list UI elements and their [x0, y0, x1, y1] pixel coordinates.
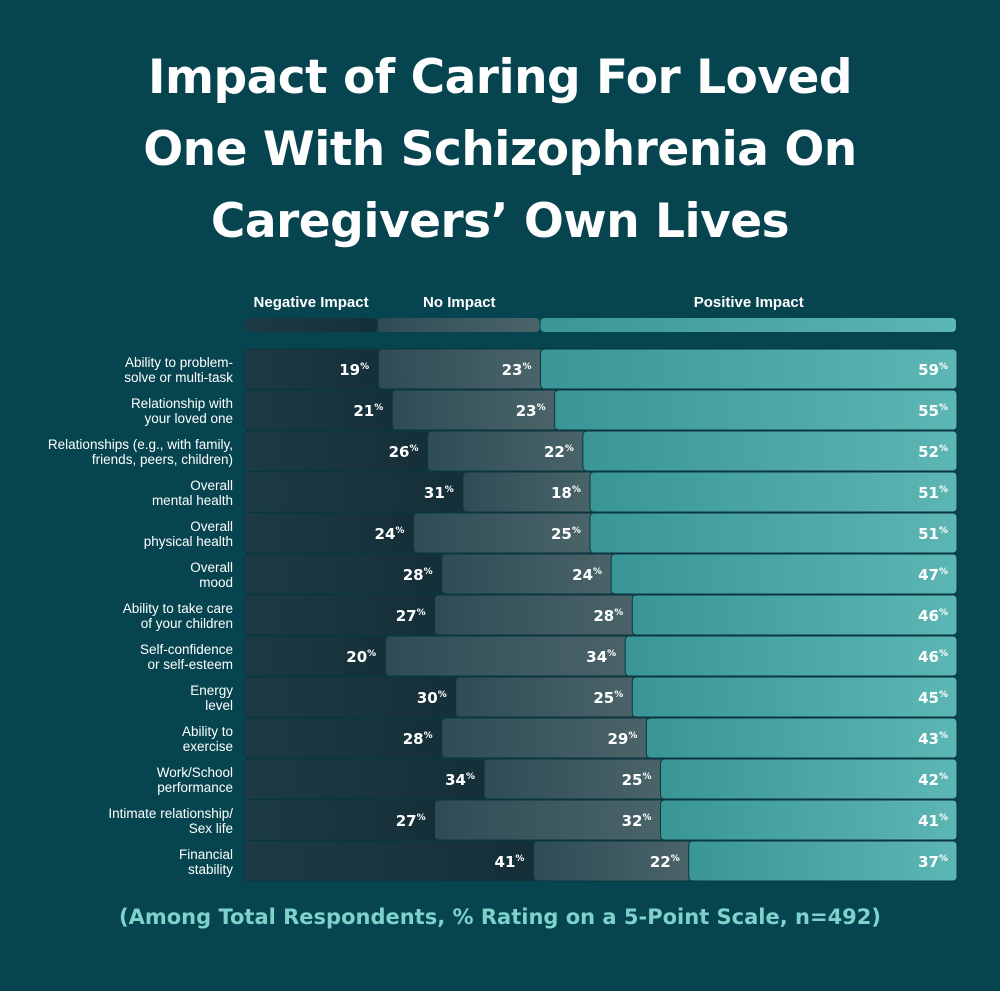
bars: 19% 23% 59%21% 23% 55%26% 22% 52%31% 18% 51%24% 2… — [243, 348, 958, 882]
bar-positive-impact — [645, 717, 958, 759]
bar-positive-impact — [554, 389, 958, 431]
category-labels: Ability to problem-solve or multi-task Re… — [48, 355, 233, 877]
bar-positive-impact — [688, 840, 958, 882]
legend: Negative Impact No Impact Positive Impact — [244, 294, 956, 332]
legend-label-negative-impact: Negative Impact — [254, 294, 369, 311]
bar-negative-impact — [243, 840, 538, 882]
bar-positive-impact — [589, 471, 958, 513]
legend-swatch-no-impact — [378, 318, 540, 332]
title-line-3: Caregivers’ Own Lives — [210, 194, 790, 249]
title-line-2: One With Schizophrenia On — [143, 122, 857, 177]
category-label: Financial stability — [179, 847, 233, 877]
bar-positive-impact — [660, 799, 958, 841]
category-label: Work/School performance — [157, 765, 233, 795]
bar-positive-impact — [589, 512, 958, 554]
bar-positive-impact — [660, 758, 958, 800]
category-label: Ability to exercise — [182, 724, 233, 754]
bar-positive-impact — [624, 635, 958, 677]
category-label: Intimate relationship/Sex life — [108, 806, 233, 836]
category-label: Ability to problem-solve or multi-task — [124, 355, 233, 385]
category-label: Relationship with your loved one — [131, 396, 233, 426]
bar-positive-impact — [610, 553, 958, 595]
category-label: Overall mood — [190, 560, 233, 590]
category-label: Self-confidence or self-esteem — [140, 642, 233, 672]
legend-label-positive-impact: Positive Impact — [694, 294, 804, 311]
chart-title: Impact of Caring For Loved One With Schi… — [0, 42, 1000, 258]
category-label: Overall physical health — [144, 519, 233, 549]
category-label: Relationships (e.g., with family, friends… — [48, 437, 233, 467]
legend-swatch-positive-impact — [540, 318, 956, 332]
bar-positive-impact — [631, 594, 958, 636]
category-label: Ability to take care of your children — [123, 601, 233, 631]
legend-label-no-impact: No Impact — [423, 294, 496, 311]
title-line-1: Impact of Caring For Loved — [147, 50, 853, 105]
bar-positive-impact — [631, 676, 958, 718]
bar-positive-impact — [539, 348, 958, 390]
category-label: Overall mental health — [152, 478, 233, 508]
category-label: Energy level — [190, 683, 233, 713]
footnote: (Among Total Respondents, % Rating on a … — [119, 905, 881, 929]
legend-swatch-negative-impact — [244, 318, 378, 332]
bar-positive-impact — [582, 430, 958, 472]
